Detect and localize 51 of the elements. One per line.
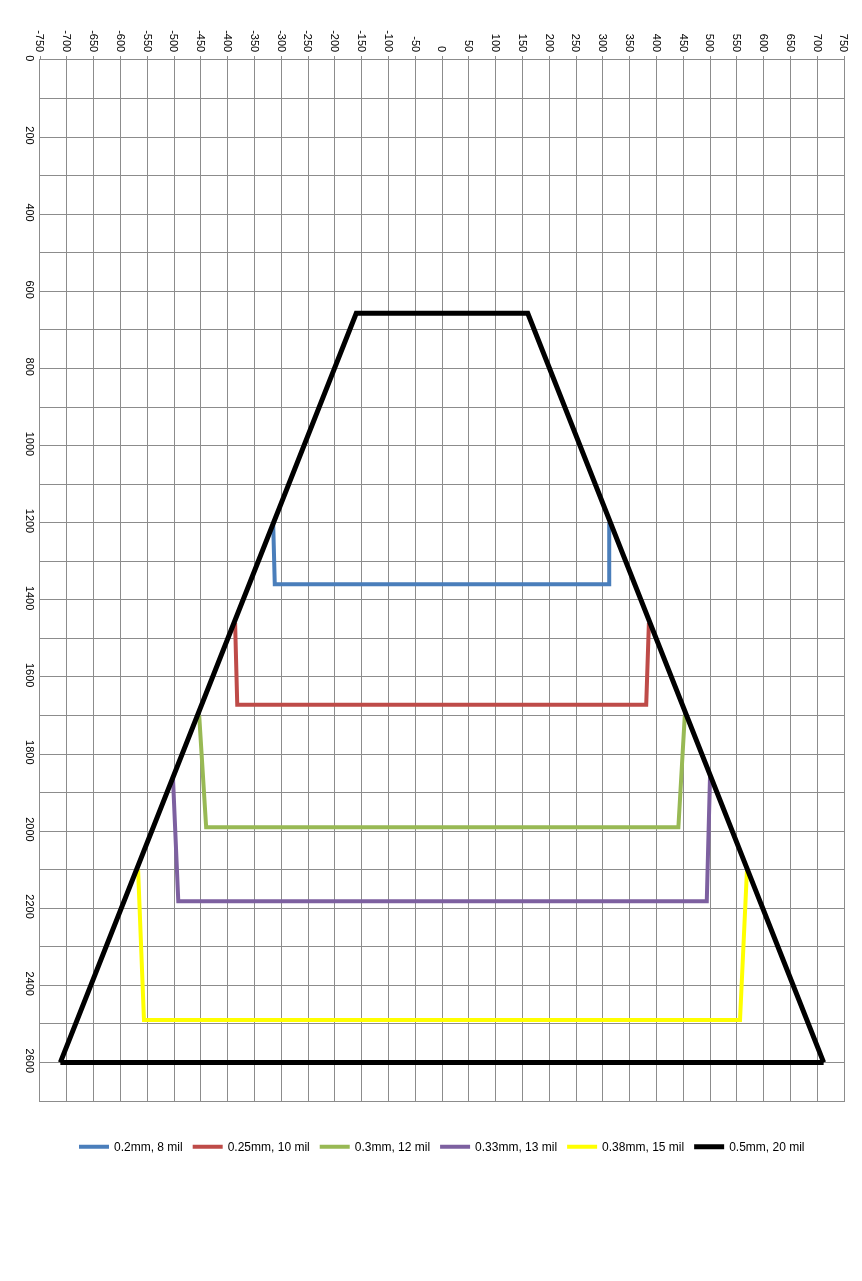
legend-label: 0.5mm, 20 mil	[729, 1140, 805, 1155]
x-tick-label: 100	[490, 33, 503, 53]
x-tick-label: 50	[463, 39, 476, 53]
x-tick-label: -100	[382, 30, 395, 53]
x-tick-label: -50	[409, 36, 422, 53]
y-tick-label: 2400	[23, 971, 36, 996]
x-tick-label: -250	[302, 30, 315, 53]
x-tick-label: 450	[677, 33, 690, 53]
x-tick-label: 400	[650, 33, 663, 53]
legend-label: 0.3mm, 12 mil	[354, 1140, 431, 1155]
x-tick-label: -700	[61, 30, 74, 53]
x-tick-label: -200	[329, 30, 342, 53]
x-tick-label: 350	[624, 33, 637, 53]
x-tick-label: -150	[356, 30, 369, 53]
x-tick-label: 300	[597, 33, 610, 53]
x-tick-label: -300	[275, 30, 288, 53]
y-tick-label: 2000	[23, 817, 36, 842]
x-tick-label: -400	[222, 30, 235, 53]
y-tick-label: 1600	[23, 663, 36, 688]
y-tick-label: 600	[23, 280, 36, 299]
legend-label: 0.25mm, 10 mil	[227, 1140, 310, 1155]
legend-label: 0.38mm, 15 mil	[602, 1140, 685, 1155]
x-tick-label: 750	[838, 33, 851, 53]
x-tick-label: -550	[141, 30, 154, 53]
y-tick-label: 1200	[23, 508, 36, 534]
legend-label: 0.33mm, 13 mil	[475, 1140, 558, 1155]
y-tick-label: 800	[23, 357, 36, 376]
x-tick-label: -650	[88, 30, 101, 53]
x-tick-label: 500	[704, 33, 717, 53]
x-tick-label: 600	[758, 33, 771, 53]
x-tick-label: 550	[731, 33, 744, 53]
x-tick-label: -350	[248, 30, 261, 53]
x-tick-label: 700	[811, 33, 824, 53]
x-tick-label: 200	[543, 33, 556, 53]
y-tick-label: 1800	[23, 740, 36, 765]
x-tick-label: -450	[195, 30, 208, 53]
x-tick-label: 0	[436, 46, 449, 53]
y-tick-label: 1400	[23, 585, 36, 611]
x-tick-label: -750	[34, 30, 47, 53]
y-tick-label: 2600	[23, 1048, 36, 1074]
x-tick-label: -500	[168, 30, 181, 53]
legend-label: 0.2mm, 8 mil	[114, 1140, 183, 1155]
x-tick-label: 650	[784, 33, 797, 53]
y-tick-label: 400	[23, 203, 36, 222]
y-tick-label: 2200	[23, 894, 36, 919]
x-tick-label: -600	[114, 30, 127, 53]
y-tick-label: 0	[23, 55, 36, 62]
y-tick-label: 200	[23, 126, 36, 145]
x-tick-label: 250	[570, 33, 583, 53]
y-tick-label: 1000	[23, 431, 36, 457]
x-tick-label: 150	[516, 33, 529, 53]
